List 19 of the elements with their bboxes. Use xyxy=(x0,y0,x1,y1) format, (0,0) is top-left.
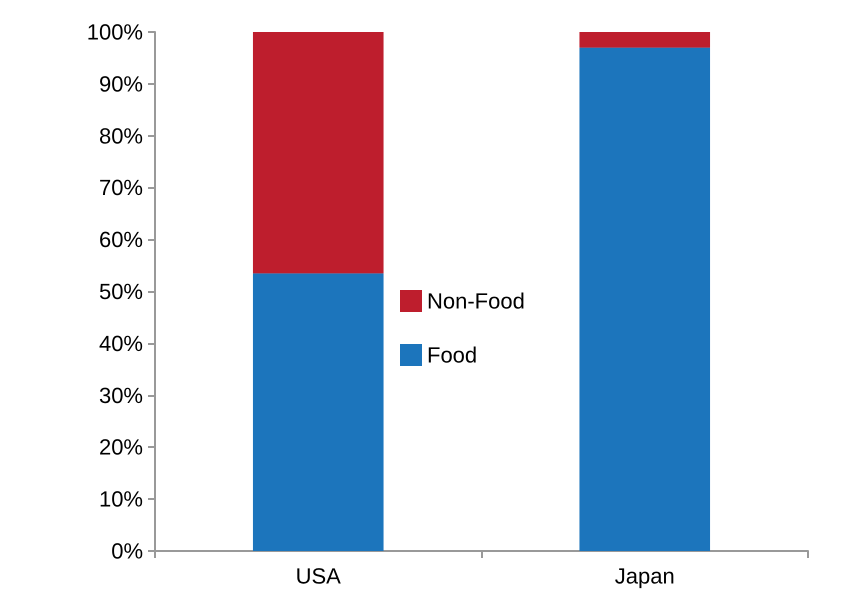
y-tick-label: 100% xyxy=(86,20,143,44)
bar xyxy=(579,32,710,48)
legend-label: Food xyxy=(427,342,478,368)
x-tick-label: Japan xyxy=(614,564,675,588)
legend-label: Non-Food xyxy=(427,288,525,314)
x-tick-label: USA xyxy=(296,564,342,588)
bar xyxy=(579,48,710,551)
y-tick-label: 20% xyxy=(98,434,143,460)
bar xyxy=(252,273,384,551)
bar xyxy=(252,32,384,274)
y-tick-label: 70% xyxy=(98,175,143,200)
y-tick-label: 60% xyxy=(98,227,143,252)
y-tick-label: 50% xyxy=(98,279,143,304)
y-tick-label: 30% xyxy=(98,382,143,408)
y-tick-label: 10% xyxy=(98,486,143,512)
y-tick-label: 40% xyxy=(98,330,143,356)
y-tick-label: 80% xyxy=(98,123,143,148)
y-tick-label: 90% xyxy=(98,71,143,96)
y-tick-label: 0% xyxy=(111,538,143,564)
